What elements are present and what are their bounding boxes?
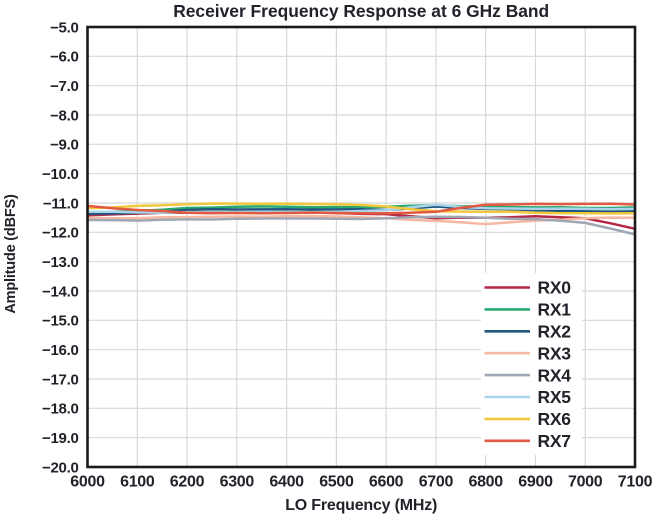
svg-text:RX2: RX2 — [538, 322, 572, 342]
svg-text:RX4: RX4 — [538, 365, 572, 385]
svg-text:7100: 7100 — [618, 474, 653, 491]
svg-text:6400: 6400 — [269, 474, 304, 491]
svg-text:6800: 6800 — [468, 474, 503, 491]
svg-text:−15.0: −15.0 — [42, 313, 78, 330]
svg-text:−18.0: −18.0 — [42, 401, 78, 418]
svg-text:6900: 6900 — [518, 474, 553, 491]
svg-text:6100: 6100 — [120, 474, 155, 491]
svg-text:6500: 6500 — [319, 474, 354, 491]
svg-text:7000: 7000 — [568, 474, 603, 491]
svg-text:−19.0: −19.0 — [42, 430, 78, 447]
svg-text:6000: 6000 — [70, 474, 105, 491]
svg-text:6700: 6700 — [419, 474, 454, 491]
svg-text:−5.0: −5.0 — [50, 19, 78, 36]
svg-text:−11.0: −11.0 — [43, 195, 79, 212]
svg-text:Amplitude (dBFS): Amplitude (dBFS) — [3, 194, 19, 314]
svg-text:−17.0: −17.0 — [42, 371, 78, 388]
svg-text:RX5: RX5 — [538, 387, 572, 407]
svg-text:−14.0: −14.0 — [42, 283, 78, 300]
svg-text:−9.0: −9.0 — [50, 137, 78, 154]
svg-text:RX1: RX1 — [538, 300, 572, 320]
svg-text:RX6: RX6 — [538, 409, 572, 429]
svg-text:6200: 6200 — [170, 474, 205, 491]
svg-text:RX7: RX7 — [538, 431, 571, 451]
svg-text:−7.0: −7.0 — [50, 78, 78, 95]
svg-text:6300: 6300 — [220, 474, 255, 491]
svg-text:−6.0: −6.0 — [50, 49, 78, 66]
svg-text:−8.0: −8.0 — [50, 107, 78, 124]
svg-text:−16.0: −16.0 — [42, 342, 78, 359]
svg-text:−12.0: −12.0 — [42, 225, 78, 242]
svg-text:−20.0: −20.0 — [42, 459, 78, 476]
svg-text:6600: 6600 — [369, 474, 404, 491]
svg-text:RX3: RX3 — [538, 343, 572, 363]
svg-text:−13.0: −13.0 — [42, 254, 78, 271]
svg-text:Receiver Frequency Response at: Receiver Frequency Response at 6 GHz Ban… — [173, 1, 549, 21]
svg-text:RX0: RX0 — [538, 278, 572, 298]
svg-text:−10.0: −10.0 — [42, 166, 78, 183]
svg-text:LO Frequency (MHz): LO Frequency (MHz) — [285, 497, 437, 514]
